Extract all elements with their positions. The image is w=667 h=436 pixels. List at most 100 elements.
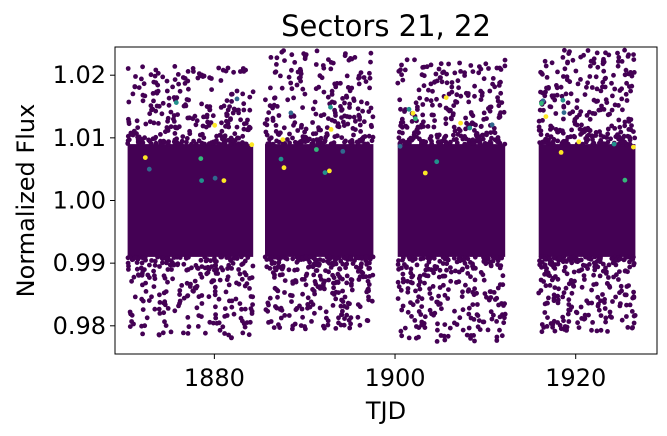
data-point (443, 105, 449, 111)
data-point (287, 140, 292, 146)
data-point (536, 118, 542, 124)
data-point (155, 254, 161, 260)
data-point (222, 306, 228, 311)
data-point (434, 264, 440, 270)
data-point (356, 73, 362, 79)
data-point (300, 291, 305, 297)
data-point (488, 309, 494, 315)
data-point (352, 258, 357, 263)
data-point (494, 334, 500, 340)
data-point (289, 293, 295, 299)
data-point (408, 266, 414, 272)
data-point (467, 125, 473, 131)
data-point (129, 278, 135, 284)
data-point (588, 63, 593, 69)
data-point (285, 97, 291, 103)
x-tick-label: 1880 (184, 364, 245, 392)
data-point (449, 89, 455, 95)
data-point (337, 266, 342, 272)
data-point (278, 130, 283, 136)
data-point (340, 288, 345, 294)
data-point (456, 279, 462, 285)
data-point (472, 286, 477, 292)
data-point (452, 70, 458, 76)
data-point (266, 320, 271, 325)
data-point (357, 322, 363, 328)
data-point (573, 309, 579, 315)
data-point (431, 312, 436, 318)
data-point (462, 141, 468, 147)
data-point (622, 123, 628, 129)
data-point (591, 272, 596, 278)
data-point (546, 295, 551, 301)
data-point (360, 108, 365, 114)
data-point (592, 254, 597, 260)
data-point (585, 48, 591, 53)
data-point (465, 256, 471, 262)
data-point (436, 274, 442, 280)
data-point (396, 266, 401, 272)
data-point (609, 107, 615, 113)
data-point (339, 115, 344, 120)
data-point (245, 255, 251, 260)
data-point (445, 296, 451, 301)
data-point (155, 82, 161, 88)
data-point (481, 110, 487, 116)
data-point (619, 288, 624, 294)
data-point (616, 55, 622, 60)
data-point (586, 312, 591, 318)
data-point (172, 262, 177, 267)
data-point (205, 119, 211, 125)
data-point (347, 101, 352, 107)
data-point (279, 49, 285, 55)
data-point (343, 265, 348, 271)
data-point (424, 64, 430, 70)
data-point (179, 283, 185, 288)
data-point (272, 95, 278, 101)
data-point (351, 96, 356, 102)
data-point (549, 277, 555, 283)
data-point (454, 259, 460, 265)
data-point (186, 97, 192, 103)
data-point (606, 275, 611, 280)
data-point (625, 269, 630, 275)
data-point (419, 319, 425, 325)
data-point (561, 257, 567, 263)
data-point (344, 261, 350, 267)
data-point (349, 138, 355, 143)
data-point (427, 307, 433, 313)
data-point (404, 57, 410, 63)
data-point (497, 327, 502, 333)
data-point (246, 332, 252, 338)
data-point (562, 66, 568, 72)
data-point (438, 139, 443, 145)
data-point (600, 59, 606, 64)
data-point (134, 118, 140, 124)
data-point (443, 141, 449, 147)
data-point (487, 108, 493, 114)
data-point (448, 278, 454, 284)
data-point (431, 255, 437, 261)
data-point (605, 329, 610, 334)
data-point (314, 262, 320, 268)
data-point (333, 296, 339, 302)
data-point (466, 325, 472, 331)
data-point (458, 133, 464, 139)
data-point (606, 262, 612, 268)
data-point (212, 263, 218, 268)
data-point (368, 122, 374, 128)
data-point (627, 302, 633, 308)
data-point (282, 313, 288, 318)
data-point (247, 319, 253, 325)
data-point (569, 290, 575, 296)
data-point (624, 80, 629, 86)
data-point (446, 287, 451, 292)
data-point (456, 85, 461, 91)
data-point (402, 67, 408, 73)
data-point (149, 294, 154, 300)
data-point (213, 315, 219, 321)
data-point (221, 178, 227, 184)
data-point (183, 102, 188, 108)
data-point (132, 255, 138, 260)
data-point (472, 277, 478, 283)
